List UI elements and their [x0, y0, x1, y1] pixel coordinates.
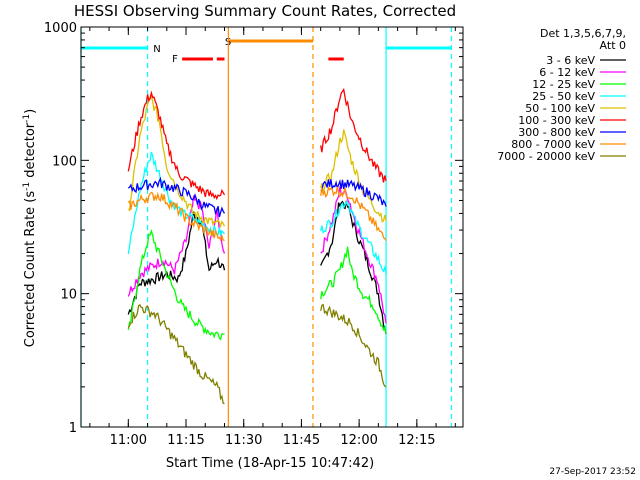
y-tick-label: 10: [60, 288, 77, 303]
x-axis-label: Start Time (18-Apr-15 10:47:42): [166, 456, 374, 471]
chart-title: HESSI Observing Summary Count Rates, Cor…: [74, 2, 456, 20]
series-line: [320, 246, 387, 334]
legend-entry: 3 - 6 keV: [546, 54, 595, 67]
legend-entry: 25 - 50 keV: [532, 90, 595, 103]
series-line: [127, 191, 225, 242]
legend-entry: 6 - 12 keV: [539, 66, 595, 79]
series-line: [127, 195, 226, 297]
plot-frame: [80, 26, 464, 428]
series-line: [320, 87, 387, 183]
footer-timestamp: 27-Sep-2017 23:52: [549, 467, 636, 477]
y-tick-label: 1000: [44, 21, 77, 36]
series-line: [320, 129, 387, 223]
y-tick-label: 100: [52, 154, 77, 169]
legend-entry: 12 - 25 keV: [532, 78, 595, 91]
x-tick-label: 12:00: [340, 433, 377, 448]
series-line: [320, 185, 387, 241]
x-tick-label: 11:15: [167, 433, 204, 448]
legend-entry: 300 - 800 keV: [518, 126, 595, 139]
x-tick-label: 11:30: [225, 433, 262, 448]
legend-entry: 7000 - 20000 keV: [497, 150, 595, 163]
vertical-markers: [80, 27, 453, 427]
series-line: [320, 178, 387, 207]
y-axis-label-main: Corrected Count Rate (s: [23, 191, 38, 348]
y-axis-label-sup2: -1: [22, 114, 32, 123]
series-lines: [127, 87, 387, 405]
y-axis-label-mid: detector: [23, 122, 38, 182]
x-tick-label: 11:00: [110, 433, 147, 448]
series-line: [320, 303, 387, 388]
legend-entry: 800 - 7000 keV: [511, 138, 595, 151]
series-line: [127, 303, 225, 405]
series-line: [127, 211, 226, 315]
series-line: [320, 200, 387, 275]
series-line: [320, 200, 387, 334]
x-tick-label: 12:15: [398, 433, 435, 448]
x-axis-ticks: 11:00 11:15 11:30 11:45 12:00 12:15: [89, 27, 456, 448]
y-axis-label: Corrected Count Rate (s-1 detector-1): [22, 109, 38, 347]
y-axis-label-end: ): [23, 109, 38, 114]
series-line: [127, 90, 226, 201]
flag-label-N: N: [153, 44, 160, 55]
y-axis-ticks: 1 10 100 1000: [44, 21, 463, 436]
flag-label-F: F: [172, 54, 178, 65]
legend-entry: 50 - 100 keV: [525, 102, 595, 115]
y-axis-label-sup: -1: [22, 182, 32, 191]
series-line: [127, 228, 225, 341]
legend-header: Att 0: [600, 39, 626, 52]
y-tick-label: 1: [69, 421, 77, 436]
series-line: [127, 176, 226, 218]
legend-entry: 100 - 300 keV: [518, 114, 595, 127]
flag-bars: NFS: [81, 37, 452, 65]
legend-header: Det 1,3,5,6,7,9,: [540, 27, 626, 40]
x-tick-label: 11:45: [283, 433, 320, 448]
